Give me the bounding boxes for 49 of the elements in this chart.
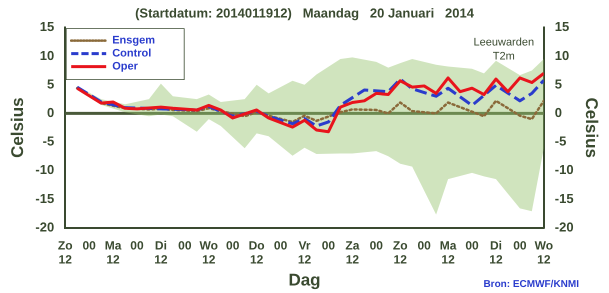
chart-title: (Startdatum: 2014011912) Maandag 20 Januari 2014 — [135, 5, 475, 20]
x-tick-label: 00 — [82, 238, 96, 252]
x-tick-label: 00 — [513, 238, 527, 252]
legend-label: Oper — [112, 60, 139, 73]
y-tick-label: -5 — [42, 134, 54, 149]
x-tick-label: Zo 12 — [58, 238, 73, 267]
y2-tick-label: -15 — [554, 190, 574, 206]
x-tick-label: 00 — [130, 238, 144, 252]
x-tick-label: Ma 12 — [104, 238, 122, 267]
text: Bron: ECMWF/KNMI — [483, 279, 580, 290]
x-tick-label: Di 12 — [154, 238, 168, 267]
y-tick-label: 10 — [40, 48, 54, 63]
x-tick-label: 00 — [417, 238, 432, 252]
y2-tick-label: 10 — [554, 48, 570, 63]
x-tick-label: Wo 12 — [200, 238, 218, 267]
y-tick-label: 5 — [46, 76, 54, 92]
x-tick-label: Do 12 — [248, 238, 265, 267]
x-tick-label: Wo 12 — [534, 238, 554, 267]
y2-tick-label: -10 — [554, 162, 574, 178]
y-tick-label: -15 — [35, 190, 54, 206]
y2-tick-label: 15 — [554, 19, 570, 34]
annotation: Leeuwarden — [474, 36, 534, 49]
x-tick-label: 00 — [322, 238, 336, 252]
legend-label: Control — [112, 48, 152, 60]
y2-tick-label: 5 — [554, 76, 562, 92]
x-tick-label: 00 — [274, 238, 288, 252]
x-tick-label: Zo 12 — [392, 238, 408, 267]
annotation: T2m — [492, 50, 515, 63]
line-series — [76, 86, 544, 124]
y2-axis-title: Celsius — [582, 97, 602, 158]
line-series — [76, 78, 544, 128]
y-tick-label: 0 — [46, 104, 54, 120]
x-axis-title: Dag — [288, 270, 321, 290]
x-tick-label: 00 — [178, 238, 192, 252]
y2-tick-label: -5 — [554, 134, 566, 149]
x-tick-label: Ma 12 — [440, 238, 457, 267]
y-tick-label: -10 — [35, 162, 54, 178]
x-tick-label: 00 — [465, 238, 480, 252]
y2-tick-label: 0 — [554, 104, 562, 120]
x-tick-label: 00 — [226, 238, 240, 252]
x-tick-label: Di 12 — [489, 238, 503, 267]
x-tick-label: Za 12 — [345, 238, 360, 267]
y2-tick-label: -20 — [554, 219, 574, 234]
y-tick-label: 15 — [40, 19, 54, 34]
y-tick-label: -20 — [35, 219, 54, 234]
x-tick-label: 00 — [370, 238, 384, 252]
x-tick-label: Vr 12 — [298, 238, 312, 267]
legend-label: Ensgem — [112, 34, 156, 47]
y-axis-title: Celsius — [8, 97, 27, 158]
